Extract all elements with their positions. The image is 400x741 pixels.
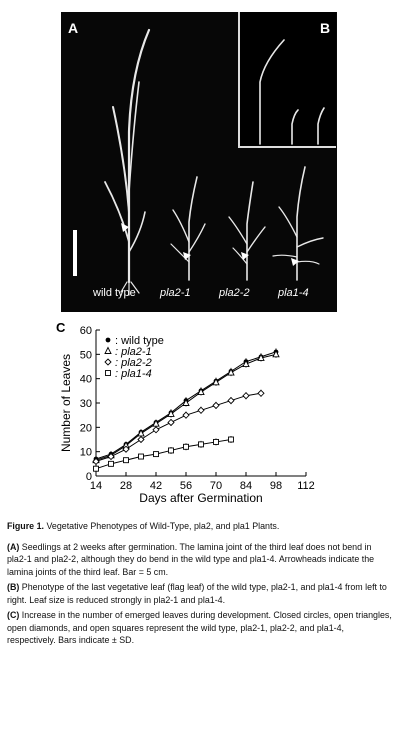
x-tick-label: 112 [297,480,315,492]
x-tick-label: 56 [180,480,192,492]
y-tick-label: 50 [80,349,92,361]
y-tick-label: 60 [80,325,92,337]
data-point [227,396,235,405]
caption-title-rest: Vegetative Phenotypes of Wild-Type, pla2… [46,521,280,531]
scale-bar [73,230,77,276]
data-point [168,447,174,454]
caption-part-a: (A) Seedlings at 2 weeks after germinati… [7,541,375,577]
data-point [242,359,250,368]
legend-marker [105,337,111,343]
data-point [167,418,175,427]
leaf-count-chart: C 0 10 20 30 40 50 60 14 28 42 56 70 84 98 112 Days afte… [56,320,315,505]
x-tick-label: 42 [150,480,162,492]
flag-leaf-illustration [259,39,325,145]
data-point [242,392,250,400]
series-line [95,439,232,470]
x-tick-label: 70 [210,480,222,492]
data-point [257,353,265,361]
data-point [153,451,159,458]
legend-label: : pla2-2 [115,357,152,369]
caption-part-c: (C) Increase in the number of emerged le… [7,610,392,645]
legend-marker [105,370,111,376]
data-point [93,465,99,472]
panel-b-label: B [320,20,331,36]
data-point [138,453,144,460]
y-tick-label: 40 [80,374,92,386]
data-point [107,452,115,461]
x-tick-label: 84 [240,480,252,492]
panel-c-label: C [56,320,66,335]
data-point [167,409,175,417]
data-point [257,389,265,397]
panel-c-chart: C 0 10 20 30 40 50 60 14 28 42 56 70 84 98 112 Days afte… [56,318,336,508]
photo-panel-b [238,12,336,148]
data-point [122,445,130,453]
y-axis-label: Number of Leaves [59,354,73,452]
caption-title-bold: Figure 1. [7,521,44,531]
data-point [197,406,205,414]
figure-caption: Figure 1. Vegetative Phenotypes of Wild-… [7,520,393,650]
data-point [123,457,129,464]
data-point [182,411,190,419]
legend-label: : pla1-4 [115,368,152,380]
y-tick-label: 20 [80,422,92,434]
data-point [92,457,100,466]
legend-label: : wild type [115,335,164,347]
data-point [227,368,235,376]
photo-label-pla2-2: pla2-2 [219,287,250,299]
photo-label-pla2-1: pla2-1 [160,287,191,299]
photo-label-wild-type: wild type [93,287,136,299]
data-point [137,435,145,444]
data-point [213,438,219,445]
data-point [212,401,220,410]
panel-a-label: A [68,20,79,36]
x-tick-label: 98 [270,480,282,492]
legend-marker [104,346,112,354]
data-point [198,441,204,448]
data-point [183,443,189,450]
legend-label: : pla2-1 [115,346,152,358]
data-point [108,460,114,467]
x-axis-label: Days after Germination [139,491,262,505]
plant-illustration [73,28,324,296]
series-line [95,392,262,462]
photo-label-pla1-4: pla1-4 [278,287,309,299]
data-point [182,398,190,406]
x-tick-label: 14 [90,480,102,492]
y-tick-label: 0 [86,471,92,483]
data-point [212,377,220,386]
y-tick-label: 30 [80,398,92,410]
data-point [152,426,160,434]
data-point [272,349,280,358]
x-tick-label: 28 [120,480,132,492]
legend-marker [104,358,112,366]
y-tick-label: 10 [80,447,92,459]
data-point [197,387,205,396]
data-point [228,436,234,443]
caption-part-b: (B) Phenotype of the last vegetative lea… [7,582,387,605]
